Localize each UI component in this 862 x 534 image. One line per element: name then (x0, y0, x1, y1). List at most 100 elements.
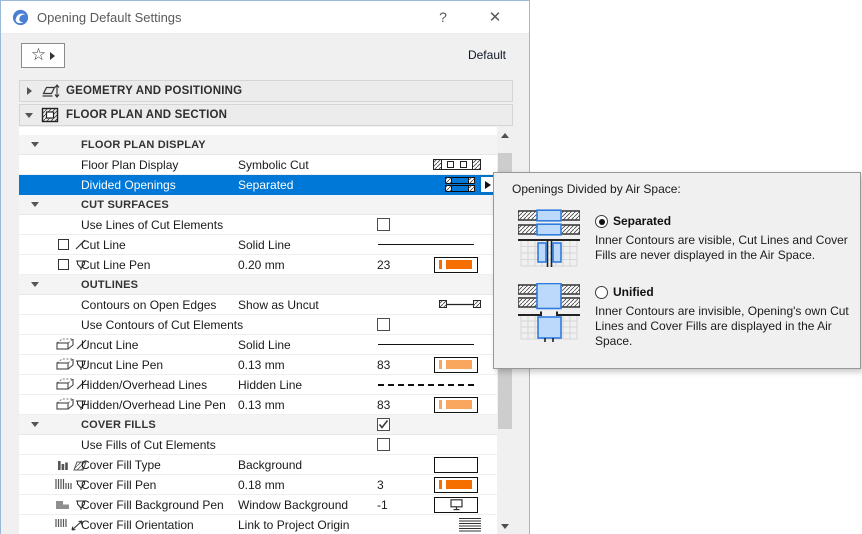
group-label: CUT SURFACES (81, 198, 169, 211)
row-divided-openings[interactable]: Divided Openings Separated (19, 175, 497, 195)
fill-orientation-preview-icon (459, 515, 481, 534)
row-uncut-line-pen[interactable]: Uncut Line Pen 0.13 mm 83 (19, 355, 497, 375)
setting-label: Cut Line Pen (81, 257, 151, 272)
section-label: FLOOR PLAN AND SECTION (66, 109, 228, 121)
setting-label: Divided Openings (81, 177, 176, 192)
scroll-up-arrow[interactable] (497, 127, 513, 144)
setting-label: Hidden/Overhead Lines (81, 377, 208, 392)
setting-label: Uncut Line (81, 337, 139, 352)
title-bar[interactable]: Opening Default Settings ? ✕ (1, 1, 529, 34)
group-cover-fills[interactable]: COVER FILLS (19, 415, 497, 435)
radio-separated[interactable] (595, 215, 608, 228)
close-button[interactable]: ✕ (488, 9, 502, 26)
favorites-state-label: Default (467, 48, 506, 62)
group-expander-icon[interactable] (31, 195, 39, 214)
expanded-arrow-icon (20, 112, 38, 118)
row-cover-fill-type[interactable]: Cover Fill Type Background (19, 455, 497, 475)
hidden-overhead-line-pen-icon (51, 395, 95, 414)
pen-color-swatch[interactable] (434, 256, 478, 273)
row-cover-fill-background-pen[interactable]: Cover Fill Background Pen Window Backgro… (19, 495, 497, 515)
row-hidden-overhead-lines[interactable]: Hidden/Overhead Lines Hidden Line (19, 375, 497, 395)
pen-number: 23 (377, 257, 391, 272)
row-floor-plan-display[interactable]: Floor Plan Display Symbolic Cut (19, 155, 497, 175)
pen-color-swatch[interactable] (434, 396, 478, 413)
setting-value[interactable]: Link to Project Origin (238, 517, 350, 532)
divided-openings-preview-icon (445, 175, 475, 194)
dashed-line-preview (378, 384, 474, 386)
solid-line-preview (378, 344, 474, 345)
row-cover-fill-pen[interactable]: Cover Fill Pen 0.18 mm 3 (19, 475, 497, 495)
setting-label: Hidden/Overhead Line Pen (81, 397, 226, 412)
setting-label: Use Lines of Cut Elements (81, 217, 224, 232)
row-cover-fill-orientation[interactable]: Cover Fill Orientation Link to Project O… (19, 515, 497, 534)
popup-title: Openings Divided by Air Space: (512, 182, 681, 196)
help-button[interactable]: ? (439, 9, 447, 25)
option-label[interactable]: Separated (613, 214, 672, 228)
setting-value[interactable]: Hidden Line (238, 377, 303, 392)
group-label: COVER FILLS (81, 418, 156, 431)
group-cut-surfaces[interactable]: CUT SURFACES (19, 195, 497, 215)
checkbox-unchecked[interactable] (377, 318, 390, 331)
row-use-lines-of-cut-elements[interactable]: Use Lines of Cut Elements (19, 215, 497, 235)
geometry-icon (38, 83, 62, 99)
row-cut-line[interactable]: Cut Line Solid Line (19, 235, 497, 255)
row-contours-on-open-edges[interactable]: Contours on Open Edges Show as Uncut (19, 295, 497, 315)
setting-value[interactable]: 0.18 mm (238, 477, 285, 492)
pen-color-swatch[interactable] (434, 476, 478, 493)
group-outlines[interactable]: OUTLINES (19, 275, 497, 295)
checkbox-checked[interactable] (377, 418, 390, 431)
setting-value[interactable]: 0.20 mm (238, 257, 285, 272)
setting-value[interactable]: Show as Uncut (238, 297, 319, 312)
group-label: OUTLINES (81, 278, 139, 291)
setting-value[interactable]: Background (238, 457, 303, 472)
star-icon: ☆ (30, 45, 47, 64)
checkbox-unchecked[interactable] (377, 438, 390, 451)
setting-label: Cover Fill Orientation (81, 517, 194, 532)
row-cut-line-pen[interactable]: Cut Line Pen 0.20 mm 23 (19, 255, 497, 275)
setting-value[interactable]: Symbolic Cut (238, 157, 309, 172)
pen-number: 83 (377, 357, 391, 372)
uncut-line-icon (51, 335, 95, 354)
setting-value[interactable]: 0.13 mm (238, 357, 285, 372)
group-floor-plan-display[interactable]: FLOOR PLAN DISPLAY (19, 135, 497, 155)
group-label: FLOOR PLAN DISPLAY (81, 138, 206, 151)
section-floor-plan-and-section[interactable]: FLOOR PLAN AND SECTION (19, 104, 513, 126)
pen-color-swatch[interactable] (434, 356, 478, 373)
option-label[interactable]: Unified (613, 285, 654, 299)
window-background-swatch[interactable] (434, 496, 478, 513)
setting-value[interactable]: Window Background (238, 497, 349, 512)
setting-label: Cover Fill Type (81, 457, 161, 472)
group-expander-icon[interactable] (31, 275, 39, 294)
row-use-contours-of-cut-elements[interactable]: Use Contours of Cut Elements (19, 315, 497, 335)
option-description: Inner Contours are visible, Cut Lines an… (595, 233, 848, 262)
group-expander-icon[interactable] (31, 415, 39, 434)
cut-line-pen-icon (51, 255, 95, 274)
separated-diagram-icon (518, 209, 580, 267)
row-hidden-overhead-line-pen[interactable]: Hidden/Overhead Line Pen 0.13 mm 83 (19, 395, 497, 415)
setting-value[interactable]: Solid Line (238, 337, 291, 352)
setting-value[interactable]: Solid Line (238, 237, 291, 252)
row-uncut-line[interactable]: Uncut Line Solid Line (19, 335, 497, 355)
setting-label: Use Fills of Cut Elements (81, 437, 216, 452)
opening-default-settings-dialog: Opening Default Settings ? ✕ ☆ Default G… (0, 0, 530, 534)
row-use-fills-of-cut-elements[interactable]: Use Fills of Cut Elements (19, 435, 497, 455)
group-expander-icon[interactable] (31, 135, 39, 154)
option-description: Inner Contours are invisible, Opening's … (595, 304, 849, 348)
radio-unified[interactable] (595, 286, 608, 299)
checkbox-unchecked[interactable] (377, 218, 390, 231)
setting-label: Use Contours of Cut Elements (81, 317, 244, 332)
setting-label: Contours on Open Edges (81, 297, 217, 312)
setting-value[interactable]: 0.13 mm (238, 397, 285, 412)
favorites-button[interactable]: ☆ (21, 43, 65, 68)
setting-label: Uncut Line Pen (81, 357, 164, 372)
caret-right-icon (50, 51, 56, 60)
fill-type-swatch[interactable] (434, 456, 478, 473)
section-geometry-and-positioning[interactable]: GEOMETRY AND POSITIONING (19, 80, 513, 102)
cover-fill-background-pen-icon (51, 495, 95, 514)
scroll-down-arrow[interactable] (497, 518, 513, 534)
show-as-uncut-preview-icon (439, 295, 481, 314)
setting-value[interactable]: Separated (238, 177, 294, 192)
window-title: Opening Default Settings (37, 10, 182, 25)
cover-fill-orientation-icon (51, 515, 95, 534)
